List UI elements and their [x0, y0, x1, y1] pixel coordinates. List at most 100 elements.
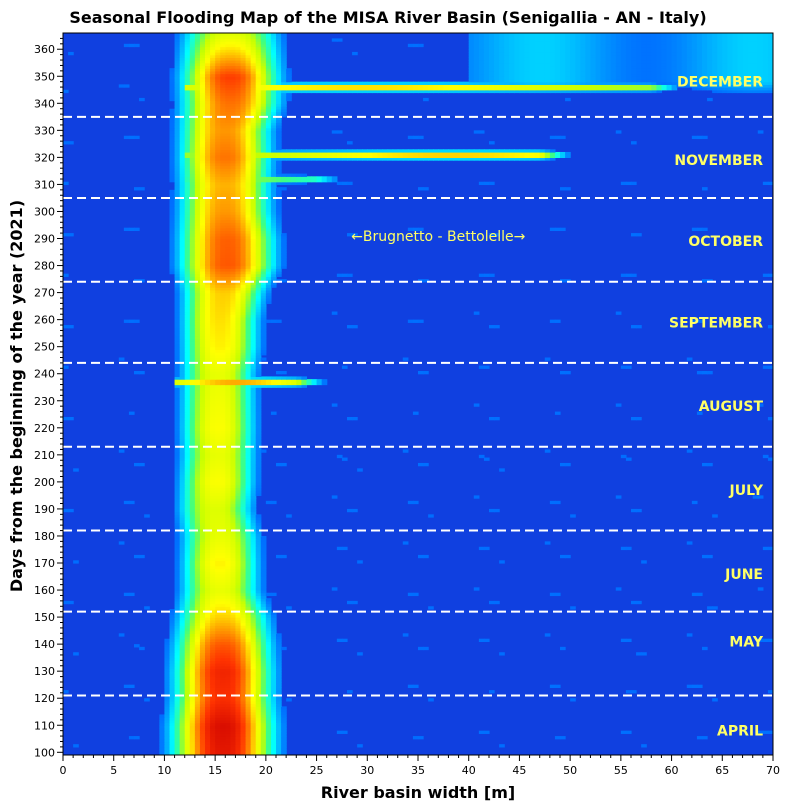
heatmap-cell: [179, 400, 186, 405]
heatmap-cell: [240, 346, 247, 350]
heatmap-cell: [316, 379, 323, 383]
heatmap-cell: [220, 170, 226, 175]
heatmap-cell: [423, 154, 429, 158]
heatmap-cell: [331, 157, 338, 161]
heatmap-cell: [199, 638, 206, 643]
heatmap-cell: [250, 381, 257, 386]
heatmap-cell: [276, 660, 282, 664]
heatmap-cell: [210, 235, 216, 240]
heatmap-cell: [205, 211, 211, 215]
heatmap-cell: [174, 346, 181, 350]
heatmap-cell: [199, 714, 206, 718]
heatmap-cell: [210, 514, 216, 518]
heatmap-cell: [210, 422, 216, 426]
heatmap-cell: [240, 560, 247, 564]
heatmap-cell: [255, 733, 262, 737]
heatmap-cell: [220, 476, 226, 480]
heatmap-cell: [220, 622, 226, 626]
heatmap-cell: [260, 379, 267, 383]
heatmap-cell: [504, 151, 510, 156]
heatmap-cell: [270, 162, 277, 167]
heatmap-cell: [276, 746, 282, 751]
heatmap-cell: [230, 395, 237, 399]
heatmap-cell: [260, 673, 267, 678]
heatmap-cell: [199, 568, 206, 572]
heatmap-cell: [230, 679, 237, 683]
heatmap-cell: [194, 314, 201, 318]
heatmap-cell: [174, 641, 181, 645]
heatmap-cell: [164, 741, 171, 745]
heatmap-cell: [499, 744, 505, 748]
heatmap-cell: [240, 265, 247, 269]
heatmap-cell: [276, 749, 282, 753]
heatmap-cell: [174, 246, 181, 250]
heatmap-cell: [184, 333, 191, 337]
heatmap-cell: [174, 527, 181, 532]
heatmap-cell: [757, 495, 764, 499]
heatmap-cell: [215, 622, 221, 626]
heatmap-cell: [199, 352, 206, 356]
heatmap-cell: [205, 276, 211, 280]
heatmap-cell: [194, 252, 201, 256]
heatmap-cell: [189, 284, 196, 288]
heatmap-cell: [215, 151, 221, 156]
heatmap-cell: [245, 471, 252, 475]
heatmap-cell: [174, 430, 181, 434]
heatmap-cell: [260, 338, 267, 342]
heatmap-cell: [230, 179, 237, 183]
heatmap-cell: [225, 149, 231, 153]
heatmap-cell: [255, 249, 262, 253]
heatmap-cell: [631, 273, 637, 277]
heatmap-cell: [255, 598, 262, 602]
heatmap-cell: [199, 576, 206, 580]
heatmap-cell: [205, 373, 211, 378]
heatmap-cell: [184, 462, 191, 467]
heatmap-cell: [265, 752, 272, 755]
heatmap-cell: [215, 508, 221, 513]
heatmap-cell: [220, 506, 226, 510]
heatmap-cell: [235, 203, 242, 207]
heatmap-cell: [235, 392, 242, 396]
heatmap-cell: [174, 617, 181, 621]
heatmap-cell: [220, 657, 226, 661]
heatmap-cell: [260, 676, 267, 680]
heatmap-cell: [189, 606, 196, 610]
heatmap-cell: [205, 438, 211, 442]
heatmap-cell: [174, 373, 181, 378]
heatmap-cell: [625, 273, 632, 277]
heatmap-cell: [210, 289, 216, 294]
heatmap-cell: [184, 619, 191, 624]
heatmap-cell: [235, 695, 242, 699]
heatmap-cell: [230, 709, 237, 713]
heatmap-cell: [255, 427, 262, 432]
heatmap-cell: [189, 343, 196, 348]
heatmap-cell: [255, 195, 262, 199]
heatmap-cell: [255, 522, 262, 526]
heatmap-cell: [225, 519, 231, 524]
heatmap-cell: [255, 638, 262, 643]
heatmap-cell: [255, 668, 262, 672]
heatmap-cell: [463, 157, 470, 161]
heatmap-cell: [220, 741, 226, 745]
heatmap-cell: [387, 157, 394, 161]
heatmap-cell: [240, 230, 247, 234]
heatmap-cell: [169, 684, 176, 688]
heatmap-cell: [250, 214, 257, 218]
heatmap-cell: [240, 373, 247, 378]
heatmap-cell: [184, 400, 191, 405]
heatmap-cell: [179, 541, 186, 545]
heatmap-cell: [336, 151, 343, 156]
heatmap-cell: [174, 338, 181, 342]
heatmap-cell: [641, 652, 647, 656]
heatmap-cell: [230, 533, 237, 537]
heatmap-cell: [174, 676, 181, 680]
heatmap-cell: [270, 157, 277, 161]
heatmap-cell: [554, 154, 561, 158]
heatmap-cell: [225, 617, 231, 621]
heatmap-cell: [199, 663, 206, 667]
heatmap-cell: [478, 546, 485, 551]
heatmap-cell: [321, 379, 328, 383]
heatmap-cell: [250, 479, 257, 483]
heatmap-cell: [220, 200, 226, 204]
heatmap-cell: [245, 657, 252, 661]
